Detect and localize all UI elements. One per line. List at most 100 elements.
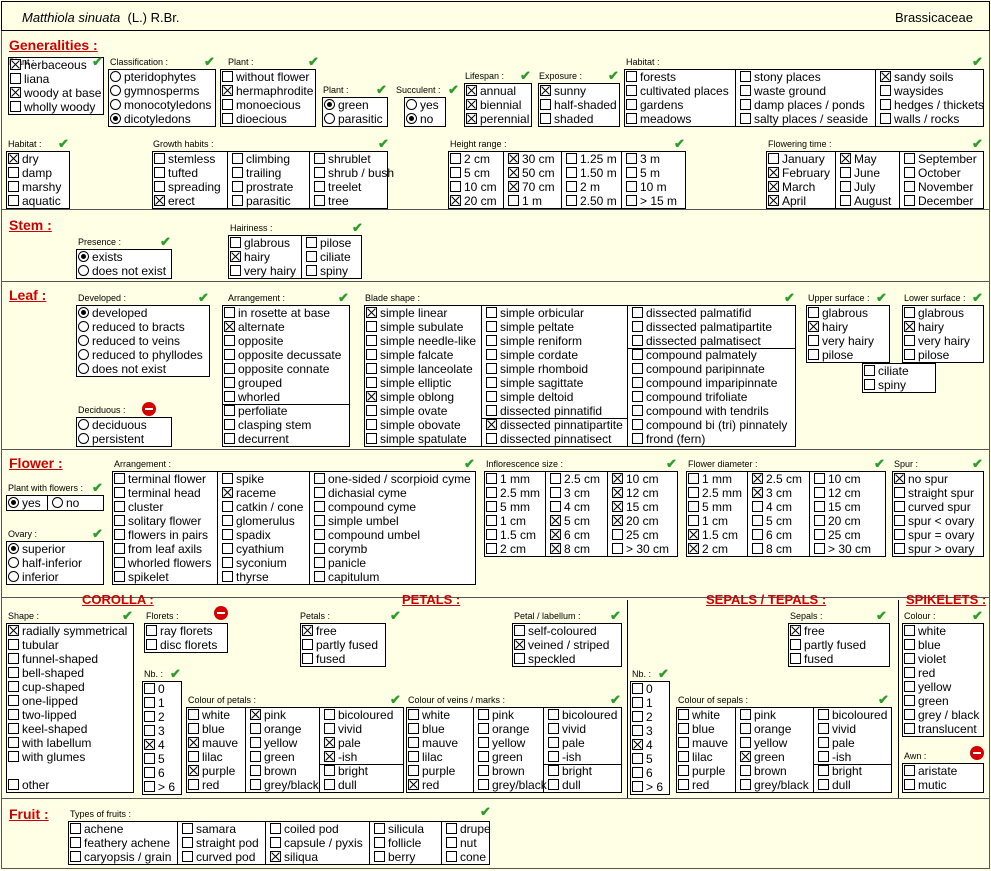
february-option[interactable]: February	[768, 166, 830, 180]
simple-peltate-option[interactable]: simple peltate	[486, 320, 574, 334]
with-labellum-option[interactable]: with labellum	[8, 736, 91, 750]
treelet-option[interactable]: treelet	[314, 180, 361, 194]
checkbox-damp-places-ponds[interactable]	[740, 99, 751, 110]
10-cm-option[interactable]: 10 cm	[612, 472, 659, 486]
very-hairy-option[interactable]: very hairy	[230, 264, 296, 278]
10-cm-option[interactable]: 10 cm	[450, 180, 497, 194]
checkbox-july[interactable]	[840, 181, 851, 192]
straight-spur-option[interactable]: straight spur	[894, 486, 974, 500]
checkbox-10-cm[interactable]	[450, 181, 461, 192]
checkbox-dissected-pinnatipartite[interactable]	[486, 419, 497, 430]
checkbox-blue[interactable]	[408, 723, 419, 734]
dull-option[interactable]: dull	[548, 778, 581, 792]
checkbox-violet[interactable]	[904, 653, 915, 664]
compound-paripinnate-option[interactable]: compound paripinnate	[632, 362, 765, 376]
cup-shaped-option[interactable]: cup-shaped	[8, 680, 85, 694]
checkbox-cluster[interactable]	[114, 501, 125, 512]
checkbox-compound-imparipinnate[interactable]	[632, 377, 643, 388]
checkbox-thyrse[interactable]	[222, 571, 233, 582]
0-option[interactable]: 0	[144, 682, 165, 696]
5-cm-option[interactable]: 5 cm	[450, 166, 490, 180]
checkbox-keel-shaped[interactable]	[8, 723, 19, 734]
5-mm-option[interactable]: 5 mm	[486, 500, 530, 514]
checkbox-lilac[interactable]	[678, 751, 689, 762]
checkbox-raceme[interactable]	[222, 487, 233, 498]
checkbox-simple-obovate[interactable]	[366, 419, 377, 430]
checkbox-1-mm[interactable]	[688, 473, 699, 484]
checkbox-feathery-achene[interactable]	[70, 837, 81, 848]
checkbox-10-m[interactable]	[626, 181, 637, 192]
no-option[interactable]: no	[406, 112, 433, 126]
checkbox-salty-places-seaside[interactable]	[740, 113, 751, 124]
8-cm-option[interactable]: 8 cm	[752, 542, 792, 556]
checkbox-whorled-flowers[interactable]	[114, 557, 125, 568]
feathery-achene-option[interactable]: feathery achene	[70, 836, 170, 850]
raceme-option[interactable]: raceme	[222, 486, 276, 500]
checkbox-1-cm[interactable]	[486, 515, 497, 526]
checkbox-cup-shaped[interactable]	[8, 681, 19, 692]
6-option[interactable]: > 6	[144, 780, 175, 794]
cone-option[interactable]: cone	[446, 850, 486, 864]
inferior-option[interactable]: inferior	[8, 570, 59, 584]
checkbox-partly-fused[interactable]	[302, 639, 313, 650]
4-cm-option[interactable]: 4 cm	[752, 500, 792, 514]
free-option[interactable]: free	[790, 624, 825, 638]
white-option[interactable]: white	[678, 708, 720, 722]
checkbox-white[interactable]	[904, 625, 915, 636]
pink-option[interactable]: pink	[478, 708, 514, 722]
checkbox-hedges-thickets[interactable]	[880, 99, 891, 110]
walls-rocks-option[interactable]: walls / rocks	[880, 112, 959, 126]
checkbox-red[interactable]	[904, 667, 915, 678]
50-cm-option[interactable]: 50 cm	[508, 166, 555, 180]
pale-option[interactable]: pale	[548, 736, 585, 750]
radio-developed[interactable]	[78, 307, 89, 318]
1-m-option[interactable]: 1 m	[508, 194, 542, 208]
checkbox-hairy[interactable]	[230, 251, 241, 262]
checkbox-6-cm[interactable]	[550, 529, 561, 540]
orange-option[interactable]: orange	[478, 722, 529, 736]
5-cm-option[interactable]: 5 cm	[550, 514, 590, 528]
1-cm-option[interactable]: 1 cm	[688, 514, 728, 528]
checkbox-from-leaf-axils[interactable]	[114, 543, 125, 554]
trailing-option[interactable]: trailing	[232, 166, 281, 180]
checkbox-15-cm[interactable]	[814, 501, 825, 512]
10-cm-option[interactable]: 10 cm	[814, 472, 861, 486]
does-not-exist-option[interactable]: does not exist	[78, 264, 166, 278]
tubular-option[interactable]: tubular	[8, 638, 59, 652]
checkbox-1-25-m[interactable]	[566, 153, 577, 164]
blue-option[interactable]: blue	[188, 722, 225, 736]
hedges-thickets-option[interactable]: hedges / thickets	[880, 98, 984, 112]
simple-spatulate-option[interactable]: simple spatulate	[366, 432, 467, 446]
checkbox-vivid[interactable]	[818, 723, 829, 734]
30-cm-option[interactable]: > 30 cm	[612, 542, 669, 556]
checkbox-woody-at-base[interactable]	[10, 87, 21, 98]
checkbox-one-sided-scorpioid-cyme[interactable]	[314, 473, 325, 484]
vivid-option[interactable]: vivid	[818, 722, 856, 736]
checkbox-green[interactable]	[740, 751, 751, 762]
very-hairy-option[interactable]: very hairy	[904, 334, 970, 348]
green-option[interactable]: green	[324, 98, 369, 112]
1-option[interactable]: 1	[632, 696, 653, 710]
checkbox-8-cm[interactable]	[550, 543, 561, 554]
translucent-option[interactable]: translucent	[904, 722, 977, 736]
compound-trifoliate-option[interactable]: compound trifoliate	[632, 390, 747, 404]
spike-option[interactable]: spike	[222, 472, 264, 486]
checkbox-june[interactable]	[840, 167, 851, 178]
checkbox-3[interactable]	[632, 725, 643, 736]
checkbox-1-mm[interactable]	[486, 473, 497, 484]
grey-black-option[interactable]: grey/black	[250, 778, 319, 792]
checkbox-lilac[interactable]	[188, 751, 199, 762]
checkbox-drupe[interactable]	[446, 823, 457, 834]
persistent-option[interactable]: persistent	[78, 432, 144, 446]
20-cm-option[interactable]: 20 cm	[612, 514, 659, 528]
checkbox-5[interactable]	[632, 753, 643, 764]
gymnosperms-option[interactable]: gymnosperms	[110, 84, 199, 98]
pilose-option[interactable]: pilose	[306, 236, 351, 250]
checkbox-orange[interactable]	[250, 723, 261, 734]
checkbox-biennial[interactable]	[466, 99, 477, 110]
radio-does-not-exist[interactable]	[78, 363, 89, 374]
2-5-cm-option[interactable]: 2.5 cm	[550, 472, 600, 486]
one-lipped-option[interactable]: one-lipped	[8, 694, 78, 708]
free-option[interactable]: free	[302, 624, 337, 638]
dissected-pinnatisect-option[interactable]: dissected pinnatisect	[486, 432, 611, 446]
